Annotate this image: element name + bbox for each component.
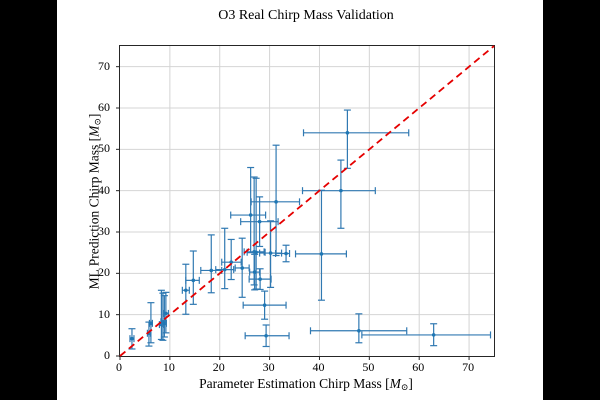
x-tick-label: 40	[312, 360, 325, 374]
letterbox-left	[0, 0, 57, 400]
errorbar-point	[230, 166, 267, 254]
data-point-marker	[268, 251, 273, 255]
y-tick-label: 0	[104, 348, 110, 362]
letterbox-right	[543, 0, 600, 400]
x-tick-label: 0	[116, 360, 122, 374]
y-tick-label: 30	[98, 224, 110, 238]
data-point-marker	[191, 278, 196, 283]
errorbar-point	[234, 237, 250, 298]
y-tick-label: 50	[98, 141, 110, 156]
errorbar-point	[147, 302, 155, 344]
errorbar-point	[301, 159, 376, 229]
x-axis-label: Parameter Estimation Chirp Mass [M⊙]	[199, 376, 413, 392]
data-point-marker	[345, 131, 350, 135]
data-point-marker	[164, 311, 168, 316]
y-tick-label: 20	[98, 265, 110, 280]
data-point-marker	[209, 268, 214, 273]
data-point-marker	[264, 333, 268, 338]
data-point-marker	[357, 328, 361, 333]
data-point-marker	[262, 303, 267, 307]
x-tick-label: 60	[412, 360, 425, 374]
data-point-marker	[248, 213, 253, 217]
x-tick-label: 50	[362, 360, 375, 374]
data-point-marker	[258, 277, 262, 281]
plot-canvas	[116, 45, 495, 360]
data-point-marker	[222, 267, 227, 272]
data-point-marker	[274, 200, 278, 204]
data-point-marker	[229, 260, 234, 264]
errorbar-point	[200, 234, 223, 294]
data-point-marker	[319, 252, 324, 256]
errorbar-point	[244, 324, 290, 348]
x-tick-label: 70	[462, 360, 475, 374]
data-point-marker	[284, 251, 288, 256]
data-point-marker	[339, 188, 343, 193]
chart-title: O3 Real Chirp Mass Validation	[218, 8, 394, 23]
errorbar-point	[294, 189, 347, 301]
y-tick-label: 10	[98, 306, 110, 321]
data-point-marker	[149, 321, 153, 326]
errorbar-point	[221, 238, 242, 281]
errorbar-point	[242, 290, 287, 320]
errorbar-point	[240, 196, 279, 248]
x-tick-label: 20	[212, 360, 225, 374]
errorbar-point	[162, 291, 170, 334]
data-point-marker	[184, 288, 188, 293]
plot-area	[116, 45, 495, 360]
y-tick-label: 40	[98, 182, 110, 197]
errorbar-point	[181, 263, 190, 315]
y-tick-label: 70	[98, 58, 110, 73]
data-point-marker	[252, 270, 257, 274]
data-point-marker	[254, 250, 258, 255]
errorbar-point	[309, 313, 408, 344]
errorbar-point	[250, 144, 301, 257]
data-point-marker	[240, 266, 244, 270]
errorbar-point	[274, 244, 291, 263]
identity-reference-line	[119, 45, 495, 357]
x-tick-label: 10	[162, 360, 175, 374]
data-point-marker	[130, 336, 134, 341]
x-tick-label: 30	[262, 360, 275, 374]
data-point-marker	[257, 219, 262, 224]
y-tick-label: 60	[98, 100, 110, 114]
data-point-marker	[431, 333, 436, 337]
errorbar-point	[361, 323, 492, 347]
